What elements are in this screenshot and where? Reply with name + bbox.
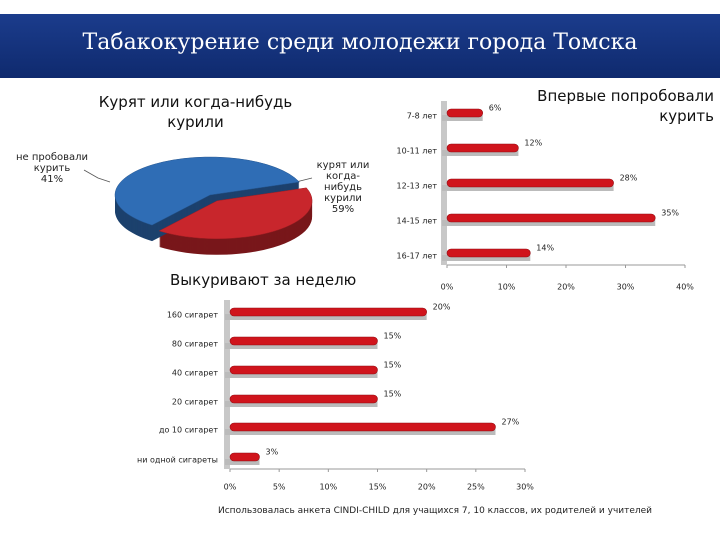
value-label: 15%	[384, 332, 402, 341]
x-tick-label: 20%	[418, 483, 436, 492]
y-tick-label: 160 сигарет	[167, 311, 219, 320]
bar-shadow	[442, 115, 483, 121]
bar	[229, 452, 260, 462]
value-label: 6%	[489, 104, 502, 113]
footnote: Использовалась анкета CINDI-CHILD для уч…	[218, 506, 653, 516]
x-tick-label: 0%	[441, 283, 454, 292]
y-tick-label: 14-15 лет	[397, 217, 438, 226]
y-tick-label: до 10 сигарет	[159, 426, 218, 435]
pie-value: 41%	[40, 174, 64, 185]
y-tick-label: ни одной сигареты	[137, 456, 218, 465]
value-label: 3%	[266, 448, 279, 457]
x-tick-label: 0%	[224, 483, 237, 492]
bar	[229, 394, 378, 404]
value-label: 15%	[384, 390, 402, 399]
bar	[446, 213, 656, 223]
bar-shadow	[225, 372, 378, 378]
bar	[229, 307, 427, 317]
title-bar	[0, 14, 720, 78]
y-tick-label: 16-17 лет	[397, 252, 438, 261]
x-tick-label: 20%	[557, 283, 575, 292]
bar-shadow	[225, 459, 260, 465]
bar	[229, 422, 496, 432]
leader-line	[83, 169, 111, 183]
pie-label: курят или когда-нибудь курили 59%	[308, 160, 378, 215]
value-label: 27%	[502, 418, 520, 427]
value-label: 15%	[384, 361, 402, 370]
y-tick-label: 7-8 лет	[407, 112, 438, 121]
x-tick-label: 30%	[617, 283, 635, 292]
x-tick-label: 15%	[369, 483, 387, 492]
value-label: 12%	[524, 139, 542, 148]
bar-shadow	[442, 150, 519, 156]
slide-title: Табакокурение среди молодежи города Томс…	[82, 30, 638, 55]
bar-shadow	[442, 185, 614, 191]
pie-category: курят или когда-нибудь курили	[316, 160, 370, 204]
pie-slice	[114, 156, 300, 226]
bar-title: Выкуривают за неделю	[170, 271, 357, 289]
bar	[229, 365, 378, 375]
y-tick-label: 10-11 лет	[397, 147, 438, 156]
y-tick-label: 80 сигарет	[172, 340, 218, 349]
bar-shadow	[442, 255, 531, 261]
pie-label: не пробовали курить 41%	[12, 152, 92, 185]
y-tick-label: 12-13 лет	[397, 182, 438, 191]
x-tick-label: 25%	[467, 483, 485, 492]
bar-shadow	[225, 314, 427, 320]
bar	[446, 178, 614, 188]
pie-title: Курят или когда-нибудь курили	[98, 93, 293, 131]
pie-slice	[158, 187, 313, 240]
plot-wall	[441, 101, 447, 265]
bar-shadow	[225, 429, 496, 435]
bar-shadow	[225, 401, 378, 407]
pie-value: 59%	[331, 204, 355, 215]
x-tick-label: 10%	[498, 283, 516, 292]
bar-shadow	[225, 343, 378, 349]
pie-category: не пробовали курить	[15, 152, 89, 174]
x-tick-label: 5%	[273, 483, 286, 492]
plot-wall	[224, 300, 230, 469]
y-tick-label: 20 сигарет	[172, 398, 218, 407]
value-label: 14%	[536, 244, 554, 253]
bar	[229, 336, 378, 346]
x-tick-label: 30%	[516, 483, 534, 492]
x-tick-label: 10%	[319, 483, 337, 492]
bar	[446, 248, 531, 258]
bar-title: Впервые попробовали курить	[537, 87, 714, 125]
value-label: 20%	[433, 303, 451, 312]
bar	[446, 108, 484, 118]
value-label: 35%	[661, 209, 679, 218]
bar	[446, 143, 519, 153]
x-tick-label: 40%	[676, 283, 694, 292]
y-tick-label: 40 сигарет	[172, 369, 218, 378]
value-label: 28%	[620, 174, 638, 183]
bar-shadow	[442, 220, 656, 226]
